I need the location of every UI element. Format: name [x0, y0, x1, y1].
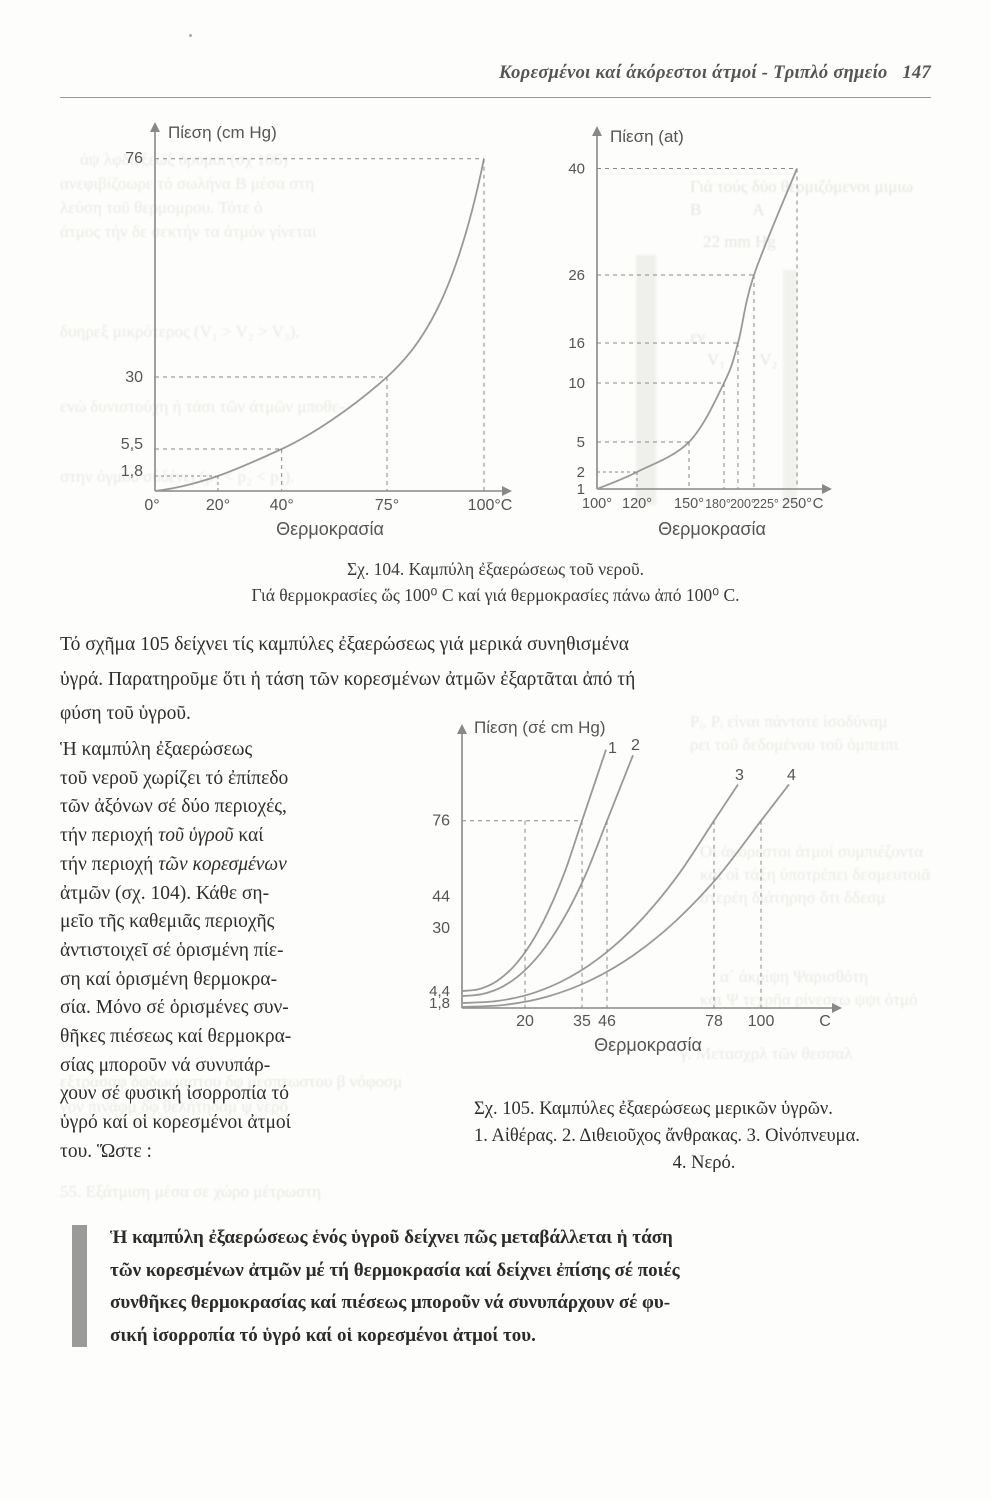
svg-text:Πίεση (σέ cm Hg): Πίεση (σέ cm Hg) — [474, 718, 606, 737]
svg-text:1,8: 1,8 — [429, 995, 450, 1012]
svg-text:100: 100 — [748, 1013, 775, 1030]
svg-text:35: 35 — [573, 1013, 591, 1030]
svg-text:78: 78 — [705, 1013, 723, 1030]
svg-text:Θερμοκρασία: Θερμοκρασία — [594, 1035, 702, 1055]
svg-text:76: 76 — [432, 813, 450, 830]
svg-text:C: C — [819, 1013, 831, 1030]
svg-text:46: 46 — [598, 1013, 616, 1030]
svg-text:4: 4 — [787, 767, 796, 784]
svg-text:44: 44 — [432, 889, 450, 906]
svg-text:30: 30 — [432, 920, 450, 937]
svg-text:20: 20 — [516, 1013, 534, 1030]
svg-text:3: 3 — [735, 767, 744, 784]
svg-text:1: 1 — [608, 740, 617, 757]
svg-text:2: 2 — [631, 737, 640, 754]
